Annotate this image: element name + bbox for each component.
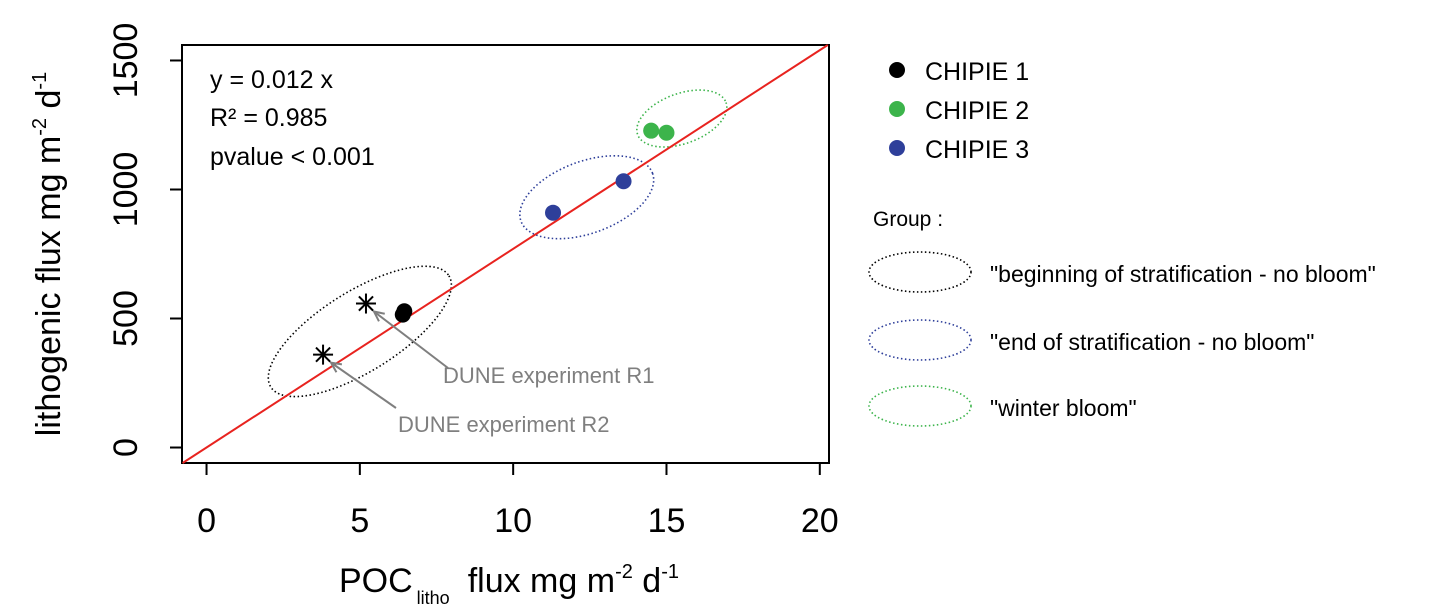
x-tick-label: 15: [648, 502, 686, 540]
data-points: [313, 122, 675, 365]
point-chipie-1: [396, 303, 413, 320]
y-axis-label: lithogenic flux mg m-2 d-1: [29, 72, 68, 436]
plot-frame: [181, 44, 830, 464]
x-axis-label: POC litho flux mg m-2 d-1: [339, 561, 679, 605]
x-tick-label: 0: [197, 502, 216, 540]
legend-label-chipie1: CHIPIE 1: [925, 58, 1029, 86]
stats-pvalue: pvalue < 0.001: [210, 143, 375, 171]
point-chipie-3: [615, 173, 632, 190]
legend-group-beginning: "beginning of stratification - no bloom": [990, 261, 1376, 287]
legend-marker-chipie2: [889, 101, 905, 117]
group-ellipse-2: [636, 89, 728, 148]
legend-ellipse-winter: [868, 385, 972, 427]
annotation-arrowhead: [329, 361, 343, 373]
annotation-arrowhead: [372, 310, 385, 322]
annotation-r2: DUNE experiment R2: [398, 412, 610, 437]
group-ellipse-1: [519, 154, 655, 240]
legend-label-chipie2: CHIPIE 2: [925, 97, 1029, 125]
legend-group-winter: "winter bloom": [990, 395, 1137, 421]
legend-group-title: Group :: [873, 208, 943, 231]
point-chipie-2: [658, 124, 675, 141]
asterisk-stroke: [315, 346, 331, 363]
point-asterisk: [313, 344, 334, 365]
group-ellipse-0: [267, 265, 453, 398]
y-tick-label: 1000: [107, 152, 145, 228]
axis-ticks: 0 5 10 15 20 0 500 1000 1500: [107, 23, 839, 540]
regression-line: [182, 44, 829, 464]
legend-label-chipie3: CHIPIE 3: [925, 136, 1029, 164]
x-tick-label: 10: [494, 502, 532, 540]
y-tick-label: 500: [107, 290, 145, 347]
legend-ellipse-beginning: [868, 251, 972, 293]
annotation-arrows: [329, 310, 449, 409]
group-ellipses: [267, 89, 728, 398]
legend-ellipse-end: [868, 319, 972, 361]
point-chipie-2: [643, 122, 660, 139]
y-tick-label: 0: [107, 438, 145, 457]
annotation-arrow: [373, 310, 449, 369]
annotation-arrow: [330, 361, 397, 409]
stats-equation: y = 0.012 x: [210, 66, 333, 94]
y-tick-label: 1500: [107, 23, 145, 99]
stats-box: y = 0.012 x R² = 0.985 pvalue < 0.001: [210, 66, 375, 171]
asterisk-stroke: [358, 295, 374, 312]
stats-r-squared: R² = 0.985: [210, 104, 327, 132]
x-tick-label: 20: [801, 502, 839, 540]
point-chipie-3: [545, 204, 562, 221]
legend-group-end: "end of stratification - no bloom": [990, 329, 1314, 355]
x-tick-label: 5: [350, 502, 369, 540]
legend: CHIPIE 1 CHIPIE 2 CHIPIE 3 Group : "begi…: [868, 58, 1376, 427]
annotation-r1: DUNE experiment R1: [443, 363, 655, 388]
legend-marker-chipie3: [889, 140, 905, 156]
legend-marker-chipie1: [889, 62, 905, 78]
point-asterisk: [355, 293, 376, 314]
